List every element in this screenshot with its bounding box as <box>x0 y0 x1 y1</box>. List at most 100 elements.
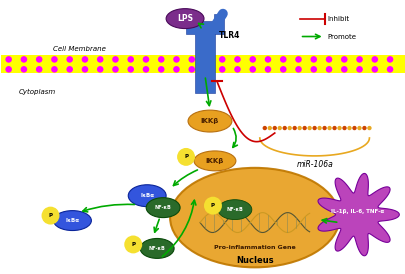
Bar <box>194 21 214 93</box>
Text: LPS: LPS <box>177 14 193 23</box>
Bar <box>185 14 196 33</box>
Ellipse shape <box>146 198 180 218</box>
Circle shape <box>279 56 286 63</box>
Circle shape <box>264 66 271 73</box>
Circle shape <box>127 56 134 63</box>
Text: P: P <box>131 242 135 247</box>
Circle shape <box>66 56 73 63</box>
Circle shape <box>66 66 73 73</box>
Text: Nucleus: Nucleus <box>235 256 273 265</box>
Circle shape <box>142 66 149 73</box>
Circle shape <box>337 126 341 130</box>
Circle shape <box>267 126 271 130</box>
Circle shape <box>310 66 316 73</box>
Circle shape <box>340 56 347 63</box>
Circle shape <box>355 66 362 73</box>
Circle shape <box>36 56 43 63</box>
Ellipse shape <box>128 185 166 207</box>
Circle shape <box>5 56 12 63</box>
Circle shape <box>264 56 271 63</box>
Circle shape <box>367 126 371 130</box>
Circle shape <box>361 126 366 130</box>
Circle shape <box>218 56 225 63</box>
Circle shape <box>297 126 301 130</box>
Circle shape <box>371 66 377 73</box>
Text: P: P <box>183 154 188 159</box>
Circle shape <box>158 66 164 73</box>
Polygon shape <box>317 173 399 256</box>
Text: NF-κB: NF-κB <box>148 246 165 251</box>
Circle shape <box>188 56 194 63</box>
Circle shape <box>158 56 164 63</box>
Text: IκBα: IκBα <box>140 193 154 198</box>
Circle shape <box>124 235 142 253</box>
Circle shape <box>386 66 392 73</box>
Circle shape <box>249 56 256 63</box>
Text: miR-106a: miR-106a <box>296 160 332 169</box>
Circle shape <box>234 66 240 73</box>
Circle shape <box>81 56 88 63</box>
Circle shape <box>317 126 321 130</box>
Ellipse shape <box>217 200 251 219</box>
Circle shape <box>307 126 311 130</box>
Circle shape <box>292 126 296 130</box>
Circle shape <box>355 56 362 63</box>
Circle shape <box>36 66 43 73</box>
Text: Cell Membrane: Cell Membrane <box>52 46 105 52</box>
Bar <box>213 14 224 33</box>
Text: P: P <box>211 203 214 208</box>
Text: Promote: Promote <box>327 33 356 39</box>
Circle shape <box>341 126 346 130</box>
Circle shape <box>272 126 276 130</box>
Circle shape <box>203 197 222 215</box>
Circle shape <box>203 56 210 63</box>
Circle shape <box>340 66 347 73</box>
Text: IKKβ: IKKβ <box>205 158 224 164</box>
Circle shape <box>112 56 118 63</box>
Ellipse shape <box>166 9 203 28</box>
Circle shape <box>51 66 58 73</box>
Text: TLR4: TLR4 <box>218 31 240 40</box>
Circle shape <box>173 56 179 63</box>
Circle shape <box>356 126 361 130</box>
Circle shape <box>322 126 326 130</box>
Circle shape <box>310 56 316 63</box>
Ellipse shape <box>188 110 231 132</box>
Circle shape <box>325 66 332 73</box>
Circle shape <box>302 126 306 130</box>
Circle shape <box>203 66 210 73</box>
Ellipse shape <box>194 151 235 171</box>
Text: IKKβ: IKKβ <box>200 118 219 124</box>
Text: Pro-inflammation Gene: Pro-inflammation Gene <box>213 245 295 250</box>
Circle shape <box>371 56 377 63</box>
Circle shape <box>277 126 281 130</box>
Circle shape <box>352 126 356 130</box>
Text: P: P <box>49 213 52 218</box>
Circle shape <box>81 66 88 73</box>
Circle shape <box>249 66 256 73</box>
Circle shape <box>97 56 103 63</box>
Circle shape <box>326 126 331 130</box>
Circle shape <box>332 126 336 130</box>
Circle shape <box>21 66 27 73</box>
Circle shape <box>173 66 179 73</box>
Circle shape <box>177 148 194 166</box>
Circle shape <box>41 207 60 225</box>
Circle shape <box>188 66 194 73</box>
Circle shape <box>279 66 286 73</box>
Circle shape <box>346 126 351 130</box>
Circle shape <box>262 126 266 130</box>
Circle shape <box>325 56 332 63</box>
Circle shape <box>21 56 27 63</box>
Text: IL-1β, IL-6, TNF-α: IL-1β, IL-6, TNF-α <box>330 209 383 214</box>
Text: Inhibit: Inhibit <box>327 16 349 22</box>
Circle shape <box>312 126 316 130</box>
Bar <box>1 55 404 73</box>
Circle shape <box>5 66 12 73</box>
Circle shape <box>97 66 103 73</box>
Circle shape <box>112 66 118 73</box>
Circle shape <box>127 66 134 73</box>
Ellipse shape <box>53 211 91 230</box>
Ellipse shape <box>170 168 339 267</box>
Text: NF-κB: NF-κB <box>154 205 171 210</box>
